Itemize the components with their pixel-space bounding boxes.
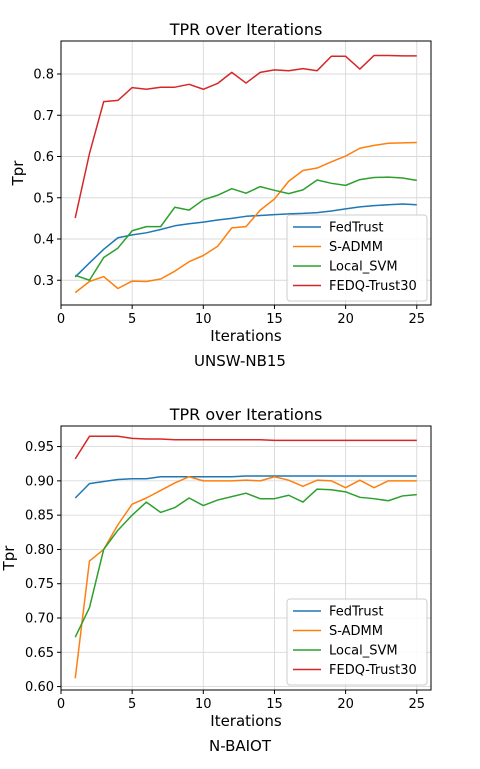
series-line-fedq-trust30 — [74, 54, 417, 219]
x-axis-label: Iterations — [210, 327, 282, 345]
y-tick-label: 0.5 — [33, 191, 54, 206]
legend-label: FEDQ-Trust30 — [329, 279, 417, 294]
x-tick-label: 15 — [266, 697, 283, 712]
legend: FedTrust S-ADMM Local_SVM FEDQ-Trust30 — [286, 598, 428, 686]
legend-label: S-ADMM — [329, 624, 383, 639]
y-tick-label: 0.4 — [33, 233, 54, 248]
legend-label: Local_SVM — [329, 644, 398, 659]
y-tick-label: 0.65 — [25, 646, 54, 661]
x-tick-label: 10 — [195, 312, 212, 327]
tick-labels: 0 5 10 15 20 25 0.60 0.65 0.70 0.75 0.80 0.85 0.90 0.… — [25, 440, 425, 712]
y-tick-label: 0.80 — [25, 543, 54, 558]
legend-box — [286, 214, 428, 302]
series-line-s-admm — [74, 475, 417, 679]
y-tick-label: 0.75 — [25, 577, 54, 592]
series-line-fedtrust — [74, 475, 417, 499]
series-line-fedtrust — [74, 203, 417, 278]
series-lines — [74, 435, 417, 679]
series-line-local-svm — [74, 176, 417, 281]
legend-label: Local_SVM — [329, 260, 398, 275]
y-tick-label: 0.7 — [33, 109, 54, 124]
series-line-local-svm — [74, 488, 417, 638]
figure-caption: UNSW-NB15 — [194, 352, 286, 370]
legend-label: S-ADMM — [329, 240, 383, 255]
x-tick-label: 5 — [128, 312, 136, 327]
x-tick-label: 10 — [195, 697, 212, 712]
y-tick-label: 0.90 — [25, 474, 54, 489]
x-tick-label: 20 — [337, 697, 354, 712]
legend-label: FedTrust — [329, 221, 384, 236]
y-tick-label: 0.70 — [25, 612, 54, 627]
plot-frame — [60, 40, 432, 306]
legend-label: FedTrust — [329, 605, 384, 620]
x-tick-label: 20 — [337, 312, 354, 327]
chart-title: TPR over Iterations — [169, 405, 323, 424]
x-tick-label: 25 — [408, 697, 425, 712]
y-tick-label: 0.85 — [25, 509, 54, 524]
x-tick-label: 0 — [57, 697, 65, 712]
grid — [60, 41, 431, 305]
y-tick-label: 0.60 — [25, 680, 54, 695]
y-tick-label: 0.3 — [33, 274, 54, 289]
legend-box — [286, 598, 428, 686]
tick-labels: 0 5 10 15 20 25 0.3 0.4 0.5 0.6 0.7 0.8 — [33, 68, 425, 328]
y-tick-label: 0.95 — [25, 440, 54, 455]
chart-n-baiot: TPR over Iterations 0 5 10 15 20 25 0.60 0.65 0.… — [0, 405, 432, 755]
figure-caption: N-BAIOT — [209, 737, 272, 755]
plot-frame — [60, 425, 432, 691]
x-tick-label: 25 — [408, 312, 425, 327]
series-line-fedq-trust30 — [74, 435, 417, 460]
series-line-s-admm — [74, 141, 417, 294]
chart-title: TPR over Iterations — [169, 20, 323, 39]
y-axis-label: Tpr — [0, 545, 18, 572]
series-lines — [74, 54, 417, 294]
legend-label: FEDQ-Trust30 — [329, 663, 417, 678]
y-tick-label: 0.8 — [33, 68, 54, 83]
x-tick-label: 5 — [128, 697, 136, 712]
y-tick-label: 0.6 — [33, 150, 54, 165]
y-axis-label: Tpr — [9, 160, 27, 187]
legend: FedTrust S-ADMM Local_SVM FEDQ-Trust30 — [286, 214, 428, 302]
chart-unsw-nb15: TPR over Iterations 0 5 10 15 20 250.30.40.50… — [9, 20, 432, 370]
x-tick-label: 15 — [266, 312, 283, 327]
x-tick-label: 0 — [57, 312, 65, 327]
x-axis-label: Iterations — [210, 712, 282, 730]
